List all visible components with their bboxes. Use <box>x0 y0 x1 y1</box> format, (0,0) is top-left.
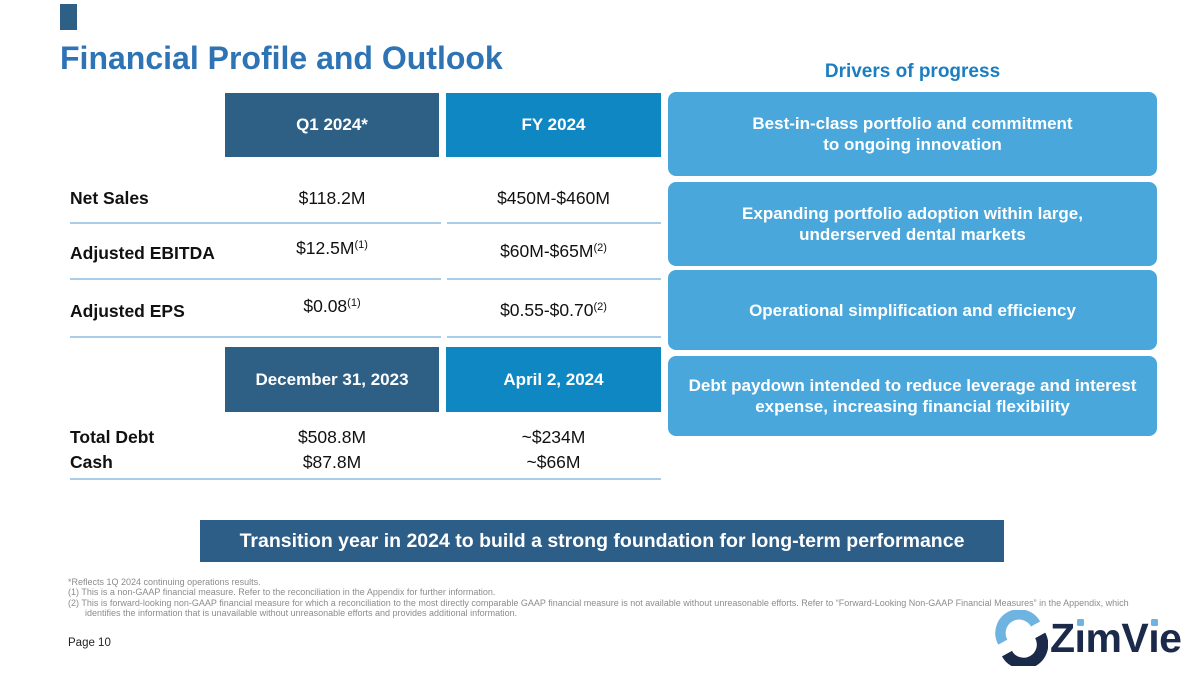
row-divider <box>447 222 661 224</box>
row-divider <box>70 278 441 280</box>
summary-banner: Transition year in 2024 to build a stron… <box>200 520 1004 562</box>
zimvie-logo-icon <box>995 610 1048 666</box>
net-sales-fy-value: $450M-$460M <box>497 188 610 208</box>
footnote-ref: (2) <box>593 242 607 254</box>
driver-box-text: Expanding portfolio adoption within larg… <box>742 204 1083 244</box>
footnote-ref: (2) <box>593 301 607 313</box>
row-divider <box>70 222 441 224</box>
total-debt-dec-value: $508.8M <box>297 427 367 447</box>
outlook-header-fy-2024: FY 2024 <box>446 93 661 157</box>
corner-accent-bar <box>60 4 77 30</box>
footnote-2-line1: (2) This is forward-looking non-GAAP fin… <box>68 597 1129 608</box>
net-sales-q1-value: $118.2M <box>298 188 366 208</box>
page-number: Page 10 <box>68 637 111 649</box>
driver-box-portfolio-innovation: Best-in-class portfolio and commitment t… <box>668 92 1157 176</box>
footnote-ref: (1) <box>347 297 361 309</box>
eps-fy-value: $0.55-$0.70(2) <box>500 300 607 320</box>
row-label-net-sales: Net Sales <box>70 188 149 208</box>
row-label-adjusted-eps: Adjusted EPS <box>70 301 185 321</box>
driver-box-operational-simplification: Operational simplification and efficienc… <box>668 270 1157 350</box>
zimvie-wordmark: ZımVıe <box>1050 610 1182 666</box>
drivers-heading: Drivers of progress <box>824 61 1001 82</box>
row-label-total-debt: Total Debt <box>70 427 155 447</box>
driver-box-text: Operational simplification and efficienc… <box>749 300 1076 320</box>
page-title: Financial Profile and Outlook <box>60 40 503 76</box>
row-label-adjusted-ebitda: Adjusted EBITDA <box>70 243 215 263</box>
outlook-header-q1-2024: Q1 2024* <box>225 93 439 157</box>
cash-dec-value: $87.8M <box>302 452 362 472</box>
driver-box-text: Debt paydown intended to reduce leverage… <box>688 376 1137 416</box>
row-divider <box>447 278 661 280</box>
driver-box-text: Best-in-class portfolio and commitment t… <box>752 114 1073 154</box>
footnote-asterisk: *Reflects 1Q 2024 continuing operations … <box>68 577 261 587</box>
driver-box-portfolio-adoption: Expanding portfolio adoption within larg… <box>668 182 1157 266</box>
total-debt-apr-value: ~$234M <box>521 427 586 447</box>
row-divider <box>70 336 441 338</box>
table-bottom-divider <box>70 478 661 480</box>
driver-box-debt-paydown: Debt paydown intended to reduce leverage… <box>668 356 1157 436</box>
summary-banner-text: Transition year in 2024 to build a stron… <box>239 529 965 552</box>
row-label-cash: Cash <box>70 452 113 472</box>
ebitda-q1-value: $12.5M(1) <box>296 238 368 258</box>
row-divider <box>447 336 661 338</box>
debt-header-april-2-2024: April 2, 2024 <box>446 347 661 412</box>
footnotes: *Reflects 1Q 2024 continuing operations … <box>68 577 1148 619</box>
zimvie-logo: ZımVıe <box>994 610 1182 666</box>
cash-apr-value: ~$66M <box>526 452 581 472</box>
ebitda-fy-value: $60M-$65M(2) <box>500 241 607 261</box>
eps-q1-value: $0.08(1) <box>303 296 361 316</box>
footnote-1: (1) This is a non-GAAP financial measure… <box>68 587 496 598</box>
debt-header-december-31-2023: December 31, 2023 <box>225 347 439 412</box>
footnote-ref: (1) <box>354 239 368 251</box>
footnote-2-line2: identifies the information that is unava… <box>85 608 518 619</box>
